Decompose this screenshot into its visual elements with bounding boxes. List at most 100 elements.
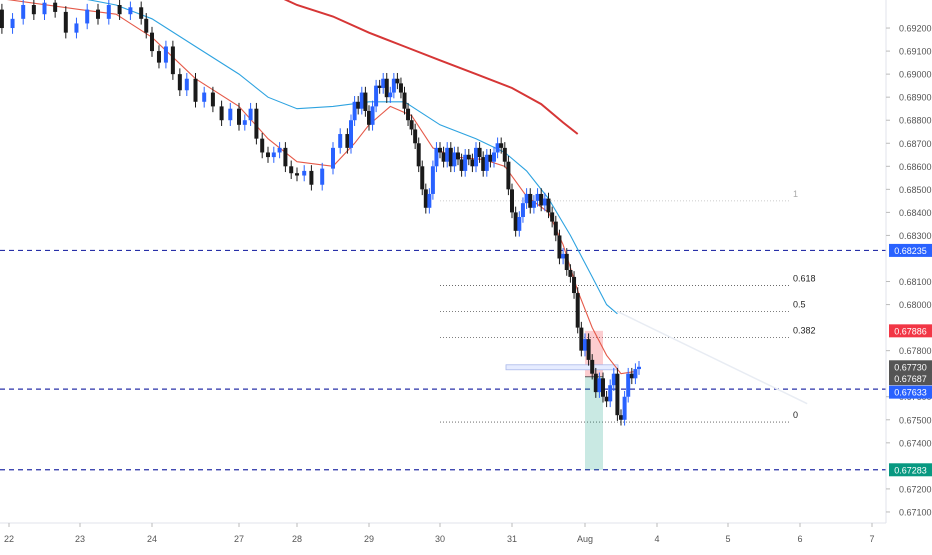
candle-body: [0, 9, 4, 29]
candle-body: [377, 85, 382, 88]
candle-body: [10, 18, 15, 29]
candle-body: [374, 85, 379, 107]
candle-body: [633, 369, 638, 379]
candle-body: [156, 51, 161, 63]
ma-fast-line: [6, 0, 636, 375]
candle-body: [402, 92, 407, 109]
time-tick-label: 23: [75, 534, 85, 544]
time-tick-label: 31: [507, 534, 517, 544]
candle-body: [561, 253, 566, 259]
candle-body: [572, 276, 577, 294]
candle-body: [441, 152, 446, 162]
candle-body: [309, 170, 314, 185]
candle-body: [289, 166, 294, 174]
price-tick-label: 0.68900: [899, 93, 932, 103]
candle-body: [219, 106, 224, 121]
candle-body: [202, 92, 207, 102]
candle-body: [413, 129, 418, 144]
candle-body: [506, 161, 511, 190]
price-badge-label: 0.67730: [894, 362, 927, 372]
price-badge-label: 0.68235: [894, 246, 927, 256]
price-tick-label: 0.67200: [899, 484, 932, 494]
candle-body: [470, 159, 475, 167]
candle-body: [388, 92, 393, 98]
price-tick-label: 0.68400: [899, 208, 932, 218]
candle-body: [575, 293, 580, 328]
price-badge: [889, 372, 932, 386]
candle-body: [474, 147, 478, 167]
price-badge: [889, 463, 932, 477]
candle-body: [53, 2, 58, 12]
price-tick-label: 0.68600: [899, 162, 932, 172]
candle-body: [492, 152, 496, 162]
candle-body: [597, 378, 602, 393]
price-tick-label: 0.69000: [899, 70, 932, 80]
current-price-box: [505, 364, 619, 371]
candle-body: [277, 147, 282, 153]
candle-body: [499, 143, 504, 148]
candle-body: [42, 2, 47, 15]
candle-body: [331, 147, 335, 169]
candle-body: [63, 11, 68, 33]
candle-body: [477, 147, 482, 158]
candle-body: [144, 18, 149, 33]
candle-body: [579, 327, 584, 351]
candle-body: [228, 108, 233, 121]
fib-level-label: 0.5: [793, 299, 806, 309]
time-tick-label: 22: [4, 534, 14, 544]
candle-body: [542, 198, 547, 206]
price-tick-label: 0.69100: [899, 47, 932, 57]
candle-body: [117, 5, 122, 15]
candle-body: [370, 106, 375, 125]
fib-level-label: 1: [793, 189, 798, 199]
fib-level-label: 0.382: [793, 326, 816, 336]
candle-body: [210, 92, 215, 107]
ma-slow-line: [283, 0, 579, 135]
candle-body: [583, 339, 587, 351]
candle-body: [546, 198, 551, 213]
candle-body: [31, 5, 36, 15]
candle-body: [406, 108, 411, 121]
candle-body: [535, 193, 540, 201]
candle-body: [622, 396, 627, 420]
candle-body: [629, 373, 634, 379]
candle-body: [466, 154, 471, 160]
candle-body: [452, 152, 457, 167]
candle-body: [295, 173, 299, 176]
time-tick-label: 4: [654, 534, 659, 544]
candle-body: [611, 373, 616, 386]
candle-body: [150, 32, 154, 52]
candle-body: [283, 147, 288, 167]
price-tick-label: 0.68300: [899, 231, 932, 241]
candle-body: [626, 373, 631, 397]
price-badge: [889, 324, 932, 338]
candle-body: [459, 159, 464, 171]
time-tick-label: 30: [435, 534, 445, 544]
candle-body: [488, 154, 493, 162]
time-tick-label: 5: [725, 534, 730, 544]
candle-body: [601, 378, 605, 397]
candle-body: [438, 147, 442, 153]
take-profit-zone: [585, 376, 603, 470]
candle-body: [590, 359, 595, 374]
candle-body: [359, 92, 364, 109]
candle-body: [524, 193, 529, 204]
candle-body: [463, 154, 468, 171]
candle-body: [520, 203, 525, 217]
candle-body: [163, 46, 168, 63]
price-tick-label: 0.69200: [899, 24, 932, 34]
candle-body: [553, 221, 558, 236]
price-tick-label: 0.67100: [899, 507, 932, 517]
candle-body: [356, 101, 361, 109]
candle-body: [128, 7, 133, 15]
time-tick-label: 27: [234, 534, 244, 544]
candle-body: [398, 83, 403, 93]
fib-level-label: 0: [793, 410, 798, 420]
candle-body: [391, 78, 396, 93]
candle-body: [502, 147, 507, 162]
candle-body: [266, 152, 270, 158]
price-tick-label: 0.67400: [899, 438, 932, 448]
fib-level-label: 0.618: [793, 273, 816, 283]
